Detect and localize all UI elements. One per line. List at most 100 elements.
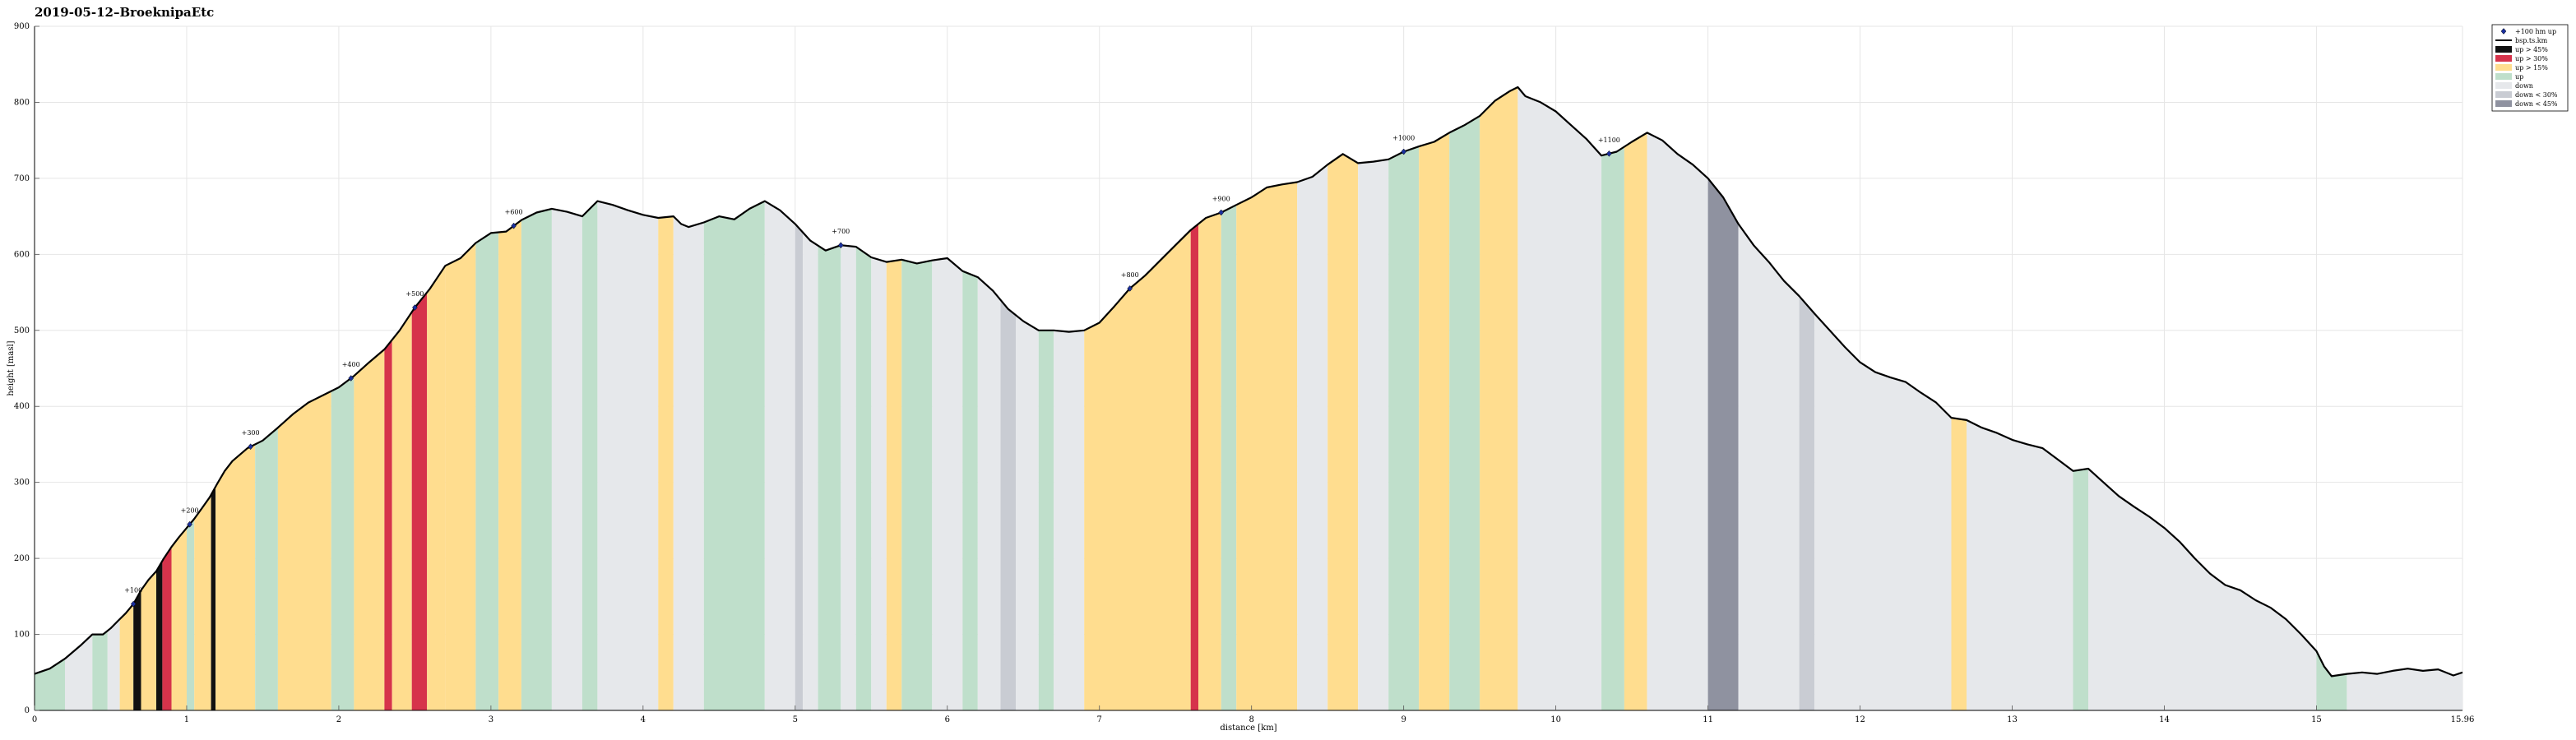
slope-band-down (551, 208, 582, 710)
slope-band-down (1358, 159, 1389, 711)
slope-band-down30 (1799, 296, 1815, 710)
slope-band-down30 (795, 224, 804, 710)
elevation-profile-line (34, 86, 2463, 678)
milestone-label: +400 (342, 361, 360, 368)
legend-entry-label: bsp.ts.km (2515, 37, 2548, 44)
slope-band-down (1738, 224, 1800, 710)
slope-band-up (475, 232, 499, 710)
x-tick-label: 10 (1550, 715, 1561, 724)
legend: +100 hm up bsp.ts.km up > 45% up > 30% up > … (2491, 24, 2569, 112)
legend-entry-label: up > 30% (2515, 55, 2548, 62)
x-tick-label-end: 15.96 (2451, 715, 2475, 724)
milestone-markers: +100 +200 +300 +400 +500 +600 +700 +800 +900 +100… (124, 135, 1620, 608)
slope-band-up15 (1419, 132, 1450, 710)
legend-entry-label: up > 45% (2515, 46, 2548, 53)
x-tick-label: 6 (945, 715, 950, 724)
milestone-marker (1218, 209, 1225, 216)
slope-band-up15 (886, 259, 902, 710)
milestone-marker (412, 304, 418, 311)
x-tick-label: 0 (32, 715, 37, 724)
milestone-marker (1606, 150, 1612, 157)
x-tick-label: 9 (1401, 715, 1406, 724)
slope-band-up (901, 259, 933, 710)
slope-band-up15 (1236, 182, 1298, 710)
y-axis-label: height [masl] (7, 340, 16, 395)
slope-band-down (107, 619, 120, 710)
x-axis-label: distance [km] (1220, 724, 1276, 733)
slope-band-down (2347, 668, 2462, 710)
y-tick-label: 900 (14, 22, 30, 31)
x-tick-label: 8 (1249, 715, 1254, 724)
slope-band-down (1814, 313, 1952, 710)
y-tick-label: 400 (14, 402, 30, 411)
milestone-marker (511, 222, 517, 229)
y-tick-label: 100 (14, 631, 30, 640)
milestone-label: +200 (181, 507, 199, 515)
slope-band-up15 (427, 266, 446, 710)
milestone-marker (837, 242, 844, 249)
y-tick-label: 0 (25, 706, 30, 715)
slope-band-up15 (1198, 212, 1221, 710)
legend-marker-swatch (2500, 28, 2507, 35)
slope-band-up (1388, 146, 1420, 711)
milestone-marker (187, 520, 192, 528)
milestone-marker (130, 600, 137, 608)
legend-patch-swatch (2495, 73, 2512, 80)
x-tick-label: 14 (2159, 715, 2170, 724)
slope-band-down (1016, 315, 1039, 710)
slope-band-up15 (171, 528, 187, 710)
slope-band-up15 (354, 349, 385, 710)
x-tick-label: 5 (793, 715, 798, 724)
legend-entry-label: +100 hm up (2515, 28, 2556, 35)
slope-bands (35, 87, 2462, 711)
legend-entry-label: down < 45% (2515, 100, 2558, 108)
slope-band-up15 (277, 391, 331, 710)
legend-patch-swatch (2495, 64, 2512, 71)
slope-band-up15 (658, 216, 674, 711)
legend-patch-swatch (2495, 46, 2512, 53)
profile-line-layer (34, 86, 2463, 678)
slope-band-up15 (1327, 154, 1359, 711)
y-tick-label: 600 (14, 250, 30, 259)
slope-band-up (962, 271, 978, 710)
slope-band-down (1647, 132, 1708, 710)
slope-band-up (581, 201, 598, 711)
legend-entry-label: up > 15% (2515, 64, 2548, 72)
y-tick-label: 800 (14, 98, 30, 107)
slope-band-up15 (1480, 87, 1518, 710)
milestone-label: +500 (405, 290, 424, 298)
slope-band-up (92, 631, 108, 710)
slope-band-up15 (391, 312, 412, 710)
slope-band-down (871, 257, 887, 710)
slope-band-up (1221, 205, 1237, 710)
slope-band-down (1517, 87, 1556, 710)
slope-band-down (977, 277, 1001, 711)
slope-band-up30 (384, 340, 392, 710)
legend-entry-label: up (2515, 73, 2523, 81)
slope-band-up30 (1190, 224, 1198, 710)
slope-band-up15 (1951, 418, 1967, 710)
slope-band-up15 (445, 243, 476, 710)
slope-band-down (932, 258, 963, 710)
slope-band-up45 (156, 561, 163, 710)
legend-patch-swatch (2495, 100, 2512, 107)
slope-band-up15 (498, 220, 521, 710)
slope-band-down (597, 201, 659, 711)
x-tick-label: 3 (489, 715, 493, 724)
milestone-marker (1401, 148, 1406, 155)
slope-band-up (1449, 116, 1480, 711)
slope-band-up (1601, 146, 1624, 710)
y-tick-label: 200 (14, 554, 30, 563)
milestone-label: +1000 (1392, 135, 1415, 142)
slope-band-up (818, 245, 841, 710)
slope-band-down45 (1707, 178, 1739, 710)
slope-band-down30 (1000, 299, 1016, 710)
x-tick-label: 15 (2311, 715, 2322, 724)
slope-band-up (331, 376, 354, 710)
slope-band-up15 (119, 604, 134, 710)
slope-band-down (1054, 330, 1085, 710)
milestone-label: +100 (124, 587, 142, 594)
slope-band-down (1967, 419, 2073, 710)
y-tick-label: 500 (14, 326, 30, 335)
